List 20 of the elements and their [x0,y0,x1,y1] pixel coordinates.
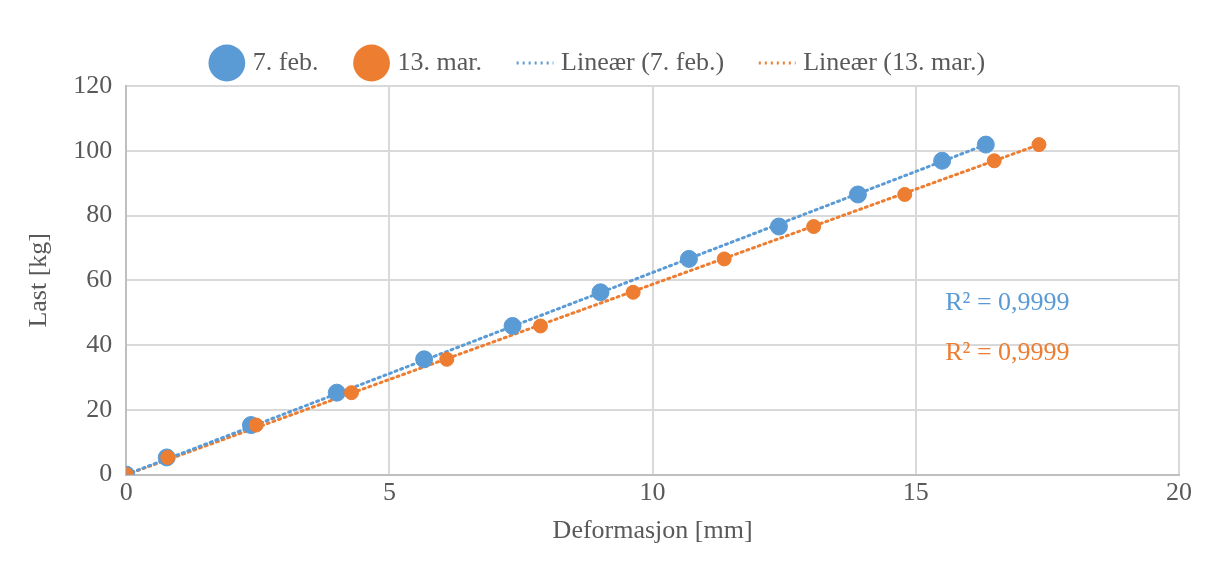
legend-label: 7. feb. [252,46,319,76]
y-tick-label: 0 [99,458,113,488]
x-tick-label: 15 [902,477,929,507]
legend-label: 13. mar. [397,46,483,76]
annotation: R² = 0,9999 [945,337,1070,367]
y-tick-label: 40 [86,328,113,358]
annotation: R² = 0,9999 [945,287,1070,317]
x-tick-label: 10 [639,477,666,507]
y-tick-label: 120 [73,69,113,99]
y-tick-label: 60 [86,264,113,294]
y-axis-title: Last [kg] [23,233,53,328]
x-axis-title: Deformasjon [mm] [552,515,753,545]
y-tick-label: 20 [86,393,113,423]
y-tick-label: 80 [86,199,113,229]
x-tick-label: 0 [119,477,133,507]
legend-label: Lineær (13. mar.) [803,46,986,76]
x-tick-label: 5 [382,477,396,507]
x-tick-label: 20 [1166,477,1192,507]
y-tick-label: 100 [73,134,113,164]
legend-label: Lineær (7. feb.) [561,46,725,76]
